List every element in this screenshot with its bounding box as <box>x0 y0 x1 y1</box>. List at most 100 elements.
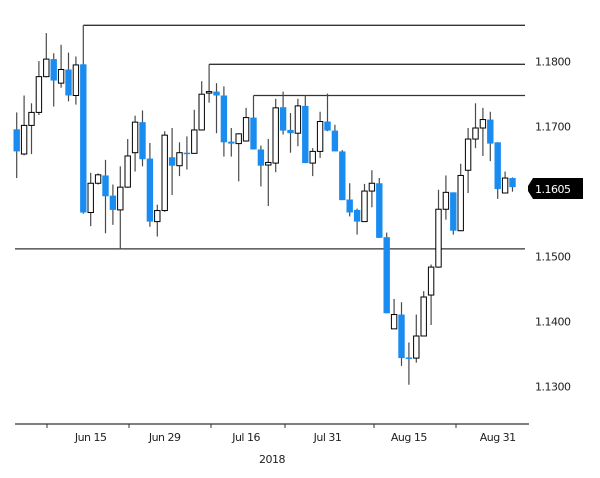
candle-body-down <box>287 129 294 134</box>
candle <box>146 142 154 227</box>
candle-body-up <box>154 210 161 223</box>
candle <box>442 175 450 220</box>
candle-body-down <box>339 151 346 201</box>
candle <box>198 81 205 131</box>
candle-body-down <box>487 119 494 144</box>
candle-body-up <box>161 134 168 212</box>
candle <box>161 131 168 212</box>
candle-body-down <box>50 59 57 81</box>
candle-body-up <box>35 76 43 113</box>
candle <box>183 136 191 170</box>
y-tick-label: 1.1400 <box>535 316 571 329</box>
candle-body-up <box>87 182 94 213</box>
candle <box>316 111 324 158</box>
candle <box>494 142 501 199</box>
candle-body-up <box>464 138 472 171</box>
candle <box>139 110 146 167</box>
candle-body-up <box>413 335 420 359</box>
candle-body-down <box>331 130 339 152</box>
candle <box>43 33 50 78</box>
candle-body-up <box>457 174 464 232</box>
y-axis: 1.1300 1.1400 1.1500 1.1700 1.1800 <box>535 56 571 394</box>
candle <box>390 298 398 330</box>
candle-body-down <box>376 183 383 238</box>
candle <box>501 171 509 194</box>
candle-body-up <box>265 161 272 166</box>
candle-body-down <box>257 149 265 166</box>
candle-body-down <box>302 105 309 164</box>
candle-body-up <box>235 133 242 145</box>
candle <box>35 61 43 115</box>
candle-body-up <box>390 314 398 330</box>
candle <box>353 208 361 235</box>
last-price-label: 1.1605 <box>535 183 571 196</box>
candle <box>213 83 220 134</box>
candle <box>124 139 131 188</box>
candle-body-up <box>435 208 442 268</box>
candle <box>72 56 80 105</box>
candle-body-down <box>146 158 154 222</box>
x-tick-label: Jun 15 <box>74 431 107 444</box>
candle <box>279 91 287 135</box>
candle-body-down <box>80 64 87 213</box>
candle-body-down <box>405 357 413 359</box>
x-tick-label: Jul 31 <box>313 431 342 444</box>
candle-body-up <box>427 266 435 296</box>
candle-body-down <box>250 117 257 150</box>
candle-body-down <box>213 91 220 96</box>
candle <box>272 98 279 173</box>
candle <box>457 163 464 232</box>
candle <box>376 178 383 238</box>
candle <box>117 166 124 249</box>
candle <box>309 148 316 177</box>
candle-body-down <box>279 107 287 131</box>
candle <box>294 98 302 147</box>
candle <box>228 128 235 157</box>
horizontal-levels <box>15 24 525 250</box>
candle-body-up <box>316 121 324 152</box>
candle <box>94 173 102 185</box>
candle <box>65 52 72 102</box>
candle-body-down <box>228 141 235 144</box>
candle <box>176 142 183 177</box>
candle <box>50 53 57 107</box>
candle-body-up <box>72 64 80 96</box>
candle-body-down <box>102 175 109 197</box>
candle <box>131 115 139 172</box>
candle <box>205 64 213 103</box>
candles <box>13 25 516 385</box>
candle <box>368 170 376 208</box>
last-price-badge: 1.1605 <box>528 177 583 199</box>
candle <box>102 159 109 234</box>
candle-body-down <box>398 314 405 359</box>
candle <box>80 25 87 214</box>
candle <box>383 232 390 314</box>
candle-body-up <box>368 182 376 192</box>
candle <box>265 139 272 206</box>
y-tick-label: 1.1300 <box>535 381 571 394</box>
candle-body-up <box>124 155 131 188</box>
candle <box>242 107 250 142</box>
candle-body-up <box>43 58 50 78</box>
candle-body-down <box>220 95 228 143</box>
candle-body-up <box>442 191 450 210</box>
x-tick-label: Jun 29 <box>148 431 181 444</box>
candle-body-down <box>346 199 353 213</box>
x-tick-label: Jul 16 <box>231 431 260 444</box>
candle <box>154 204 161 237</box>
y-tick-label: 1.1800 <box>535 56 571 69</box>
candle <box>28 103 35 154</box>
candle-body-down <box>494 142 501 190</box>
candle-body-up <box>205 91 213 94</box>
candle-body-down <box>509 178 516 188</box>
candle <box>235 133 242 182</box>
candle-body-down <box>139 122 146 160</box>
candle-body-up <box>191 129 198 154</box>
candle-body-down <box>324 121 331 131</box>
candle-body-down <box>109 195 117 210</box>
x-axis: Jun 15 Jun 29 Jul 16 Jul 31 Aug 15 Aug 31 <box>15 423 529 444</box>
candle <box>257 145 265 187</box>
x-tick-label: Aug 31 <box>480 431 516 444</box>
candle <box>487 111 494 162</box>
